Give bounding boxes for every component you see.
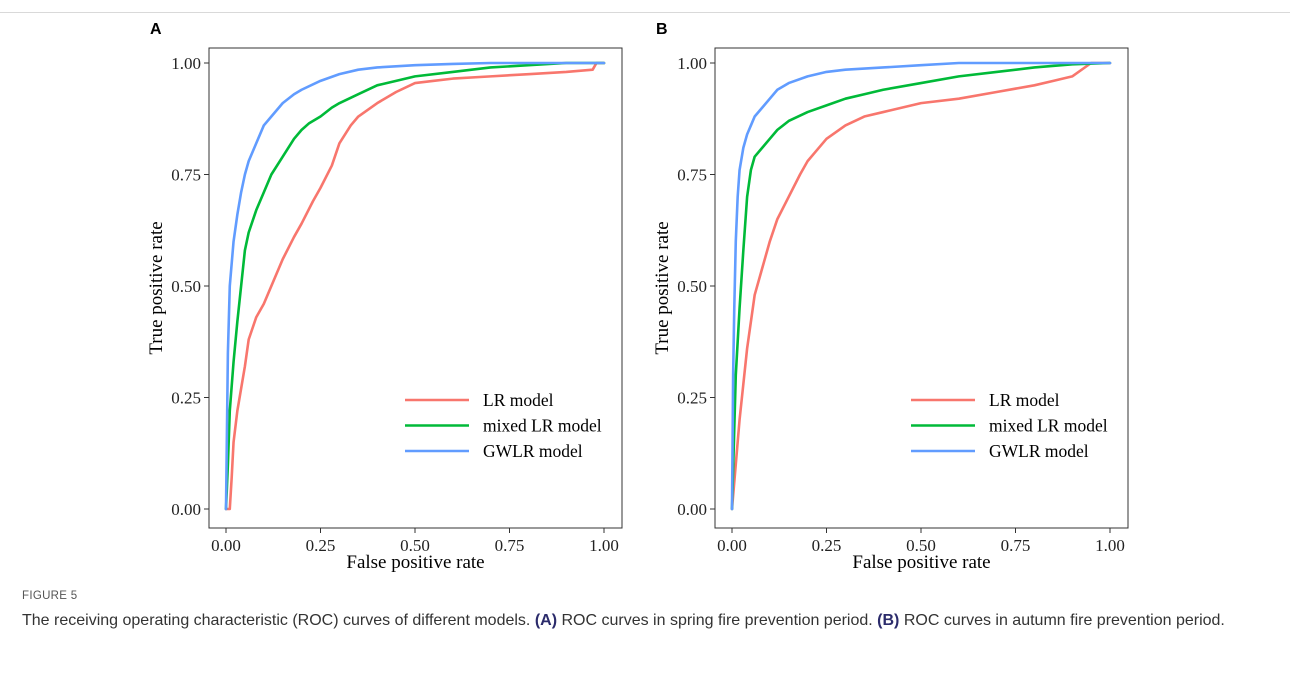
y-tick-label: 1.00 bbox=[171, 54, 201, 73]
x-tick-label: 0.00 bbox=[717, 536, 747, 555]
x-tick-label: 0.00 bbox=[211, 536, 241, 555]
chart-panel-b: B 0.00 0.25 0.50 0.75 1.00 0.00 0.25 0.50 0.75 1.0… bbox=[646, 21, 1136, 580]
y-tick-label: 0.25 bbox=[171, 389, 201, 408]
series-line-gwlr-model bbox=[224, 61, 606, 511]
y-tick-label: 1.00 bbox=[677, 54, 707, 73]
caption-panel-ref: (A) bbox=[534, 612, 558, 629]
panel-letter: A bbox=[150, 21, 162, 38]
y-tick-label: 0.75 bbox=[677, 166, 707, 185]
legend-label: mixed LR model bbox=[989, 416, 1108, 436]
x-tick-label: 0.25 bbox=[812, 536, 842, 555]
y-axis-title: True positive rate bbox=[652, 221, 673, 354]
series-line-lr-model bbox=[730, 61, 1112, 511]
series-line-mixed-lr-model bbox=[730, 61, 1112, 511]
x-tick-label: 0.50 bbox=[906, 536, 936, 555]
figure-caption: FIGURE 5 The receiving operating charact… bbox=[22, 590, 1272, 632]
caption-segment: ROC curves in autumn fire prevention per… bbox=[899, 612, 1225, 629]
x-tick-label: 0.25 bbox=[306, 536, 336, 555]
x-tick-label: 1.00 bbox=[1095, 536, 1125, 555]
legend-label: LR model bbox=[989, 390, 1060, 410]
x-tick-label: 0.75 bbox=[1001, 536, 1031, 555]
y-tick-label: 0.25 bbox=[677, 389, 707, 408]
caption-text: The receiving operating characteristic (… bbox=[22, 610, 1272, 632]
y-tick-label: 0.50 bbox=[677, 277, 707, 296]
y-tick-label: 0.75 bbox=[171, 166, 201, 185]
y-tick-label: 0.00 bbox=[171, 500, 201, 519]
caption-panel-ref: (B) bbox=[877, 612, 900, 629]
x-tick-label: 0.75 bbox=[495, 536, 525, 555]
caption-segment: ROC curves in spring fire prevention per… bbox=[557, 612, 878, 629]
x-tick-label: 0.50 bbox=[400, 536, 430, 555]
chart-svg: A 0.00 0.25 0.50 0.75 1.00 0.00 0.25 0.50 0.75 1.0… bbox=[146, 21, 623, 573]
chart-svg: B 0.00 0.25 0.50 0.75 1.00 0.00 0.25 0.50 0.75 1.0… bbox=[652, 21, 1129, 573]
y-tick-label: 0.50 bbox=[171, 277, 201, 296]
series-line-lr-model bbox=[224, 61, 606, 511]
y-tick-label: 0.00 bbox=[677, 500, 707, 519]
top-divider bbox=[0, 12, 1290, 13]
y-axis-title: True positive rate bbox=[146, 221, 167, 354]
plot-border bbox=[208, 47, 623, 529]
legend-label: LR model bbox=[483, 390, 554, 410]
panel-letter: B bbox=[656, 21, 668, 38]
x-axis-title: False positive rate bbox=[346, 552, 484, 573]
legend-label: GWLR model bbox=[989, 441, 1089, 461]
legend-label: GWLR model bbox=[483, 441, 583, 461]
caption-segment: The receiving operating characteristic (… bbox=[22, 612, 535, 629]
series-line-gwlr-model bbox=[730, 61, 1112, 511]
chart-panel-a: A 0.00 0.25 0.50 0.75 1.00 0.00 0.25 0.50 0.75 1.0… bbox=[140, 21, 630, 580]
plot-border bbox=[714, 47, 1129, 529]
legend-label: mixed LR model bbox=[483, 416, 602, 436]
figure-label: FIGURE 5 bbox=[22, 590, 78, 602]
x-tick-label: 1.00 bbox=[589, 536, 619, 555]
x-axis-title: False positive rate bbox=[852, 552, 990, 573]
series-line-mixed-lr-model bbox=[224, 61, 606, 511]
